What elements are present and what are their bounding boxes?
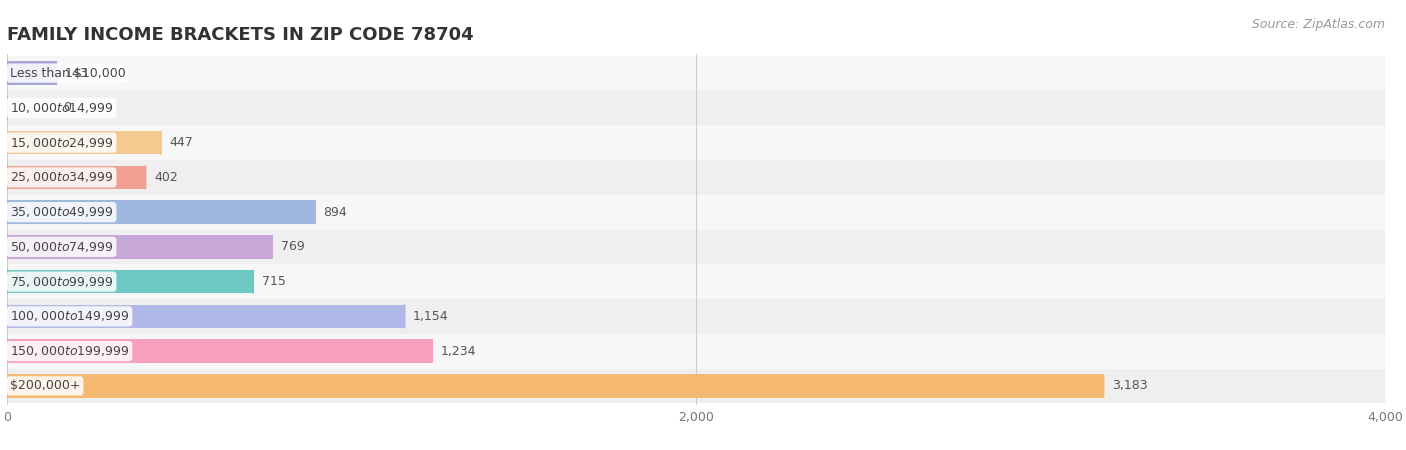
Text: $25,000 to $34,999: $25,000 to $34,999 [10, 171, 114, 184]
Bar [7, 131, 162, 154]
Bar [7, 305, 405, 328]
Text: 3,183: 3,183 [1112, 379, 1147, 392]
Text: Less than $10,000: Less than $10,000 [10, 67, 125, 80]
Bar [7, 235, 271, 259]
Bar [7, 90, 1385, 125]
Text: $150,000 to $199,999: $150,000 to $199,999 [10, 344, 129, 358]
Bar [7, 270, 253, 293]
Text: $15,000 to $24,999: $15,000 to $24,999 [10, 135, 114, 149]
Bar [7, 166, 145, 189]
Text: $100,000 to $149,999: $100,000 to $149,999 [10, 310, 129, 324]
Bar [7, 369, 1385, 403]
Text: $10,000 to $14,999: $10,000 to $14,999 [10, 101, 114, 115]
Bar [7, 230, 1385, 264]
Text: 447: 447 [170, 136, 194, 149]
Bar [7, 374, 1104, 398]
Bar [7, 339, 432, 363]
Text: 1,234: 1,234 [440, 345, 477, 358]
Text: 769: 769 [281, 240, 304, 253]
Text: $50,000 to $74,999: $50,000 to $74,999 [10, 240, 114, 254]
Bar [7, 334, 1385, 369]
Text: 894: 894 [323, 206, 347, 219]
Text: 1,154: 1,154 [413, 310, 449, 323]
Bar [7, 200, 315, 224]
Bar [7, 125, 1385, 160]
Bar [7, 61, 56, 85]
Bar [7, 160, 1385, 195]
Bar [7, 264, 1385, 299]
Bar [7, 299, 1385, 334]
Text: 402: 402 [155, 171, 179, 184]
Bar [7, 56, 1385, 90]
Text: $75,000 to $99,999: $75,000 to $99,999 [10, 274, 114, 288]
Bar [7, 195, 1385, 230]
Text: 715: 715 [262, 275, 285, 288]
Text: Source: ZipAtlas.com: Source: ZipAtlas.com [1251, 18, 1385, 31]
Text: FAMILY INCOME BRACKETS IN ZIP CODE 78704: FAMILY INCOME BRACKETS IN ZIP CODE 78704 [7, 26, 474, 44]
Text: $35,000 to $49,999: $35,000 to $49,999 [10, 205, 114, 219]
Text: $200,000+: $200,000+ [10, 379, 80, 392]
Text: 0: 0 [63, 101, 72, 114]
Text: 143: 143 [65, 67, 89, 80]
